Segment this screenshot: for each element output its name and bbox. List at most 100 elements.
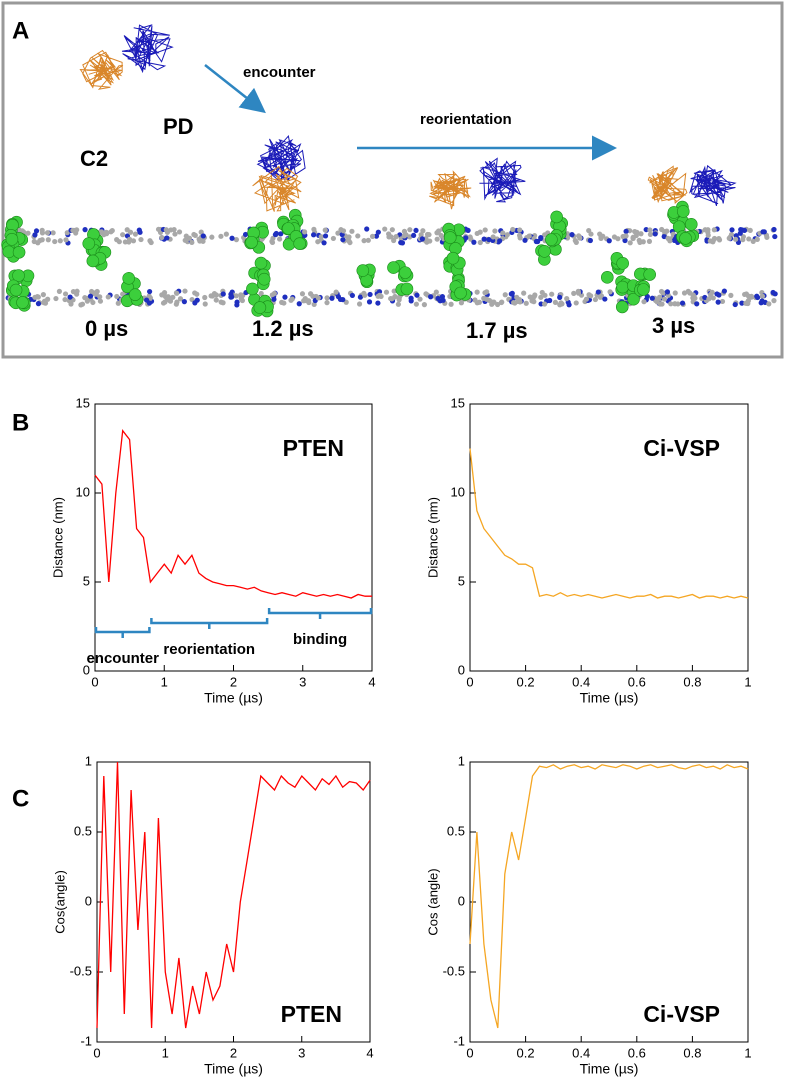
lipid-bead	[770, 289, 776, 296]
lipid-bead	[711, 227, 717, 233]
lipid-bead	[109, 228, 115, 234]
lipid-bead	[413, 301, 419, 307]
lipid-sphere	[387, 261, 400, 274]
lipid-bead	[761, 229, 767, 235]
lipid-bead	[238, 296, 244, 302]
lipid-bead	[399, 240, 406, 246]
lipid-bead	[417, 296, 423, 302]
lipid-bead	[19, 228, 25, 234]
lipid-bead	[652, 231, 658, 237]
lipid-bead	[174, 299, 180, 305]
lipid-bead	[502, 292, 508, 298]
lipid-bead	[615, 236, 621, 242]
lipid-bead	[421, 302, 428, 308]
x-tick-label: 2	[230, 1045, 237, 1060]
lipid-bead	[382, 226, 388, 232]
lipid-bead	[664, 228, 670, 234]
x-axis-label: Time (µs)	[580, 1061, 639, 1077]
lipid-bead	[600, 233, 606, 239]
panel-label: B	[12, 409, 29, 436]
lipid-bead	[271, 296, 277, 302]
y-tick-label: 5	[458, 573, 465, 588]
lipid-bead	[126, 236, 133, 242]
lipid-bead	[702, 294, 708, 301]
lipid-bead	[583, 296, 590, 302]
time-label: 1.2 µs	[252, 316, 314, 341]
lipid-bead	[277, 236, 283, 242]
lipid-sphere	[684, 218, 698, 231]
lipid-bead	[606, 238, 612, 244]
protein-ribbon	[689, 164, 737, 206]
lipid-bead	[171, 226, 177, 233]
lipid-bead	[318, 234, 324, 240]
protein-label: C2	[80, 146, 108, 171]
y-tick-label: 0	[85, 893, 92, 908]
lipid-bead	[209, 293, 216, 299]
lipid-sphere	[12, 245, 26, 259]
lipid-bead	[511, 299, 517, 306]
lipid-bead	[587, 237, 593, 244]
lipid-bead	[373, 233, 380, 239]
lipid-bead	[771, 298, 777, 304]
lipid-bead	[517, 227, 523, 233]
lipid-bead	[672, 290, 678, 296]
lipid-bead	[258, 290, 264, 297]
lipid-sphere	[600, 271, 614, 284]
lipid-bead	[647, 227, 653, 233]
lipid-bead	[745, 300, 751, 307]
lipid-bead	[772, 233, 778, 240]
lipid-bead	[435, 295, 441, 302]
lipid-bead	[571, 290, 577, 296]
lipid-bead	[607, 289, 613, 295]
lipid-bead	[481, 236, 487, 242]
lipid-bead	[147, 288, 153, 295]
annotation: reorientation	[163, 641, 255, 658]
lipid-sphere	[9, 283, 23, 297]
lipid-bead	[407, 227, 413, 233]
lipid-bead	[356, 301, 363, 307]
lipid-sphere	[5, 233, 19, 246]
lipid-bead	[649, 295, 655, 301]
lipid-bead	[486, 297, 493, 304]
lipid-sphere	[637, 283, 650, 296]
lipid-bead	[315, 239, 321, 245]
lipid-sphere	[12, 269, 25, 282]
lipid-bead	[378, 293, 384, 300]
lipid-bead	[679, 300, 686, 306]
lipid-bead	[355, 233, 361, 239]
lipid-bead	[771, 226, 777, 233]
lipid-bead	[144, 297, 150, 303]
lipid-bead	[45, 296, 51, 302]
lipid-bead	[242, 231, 249, 238]
lipid-bead	[690, 292, 696, 298]
data-line	[469, 764, 749, 1029]
lipid-bead	[349, 228, 355, 234]
lipid-bead	[299, 291, 306, 297]
lipid-bead	[586, 227, 592, 234]
lipid-bead	[482, 227, 488, 233]
lipid-bead	[198, 229, 204, 235]
lipid-bead	[564, 296, 570, 302]
lipid-bead	[572, 238, 578, 244]
x-tick-label: 4	[366, 1045, 373, 1060]
lipid-sphere	[538, 245, 551, 258]
lipid-bead	[330, 235, 337, 242]
lipid-bead	[311, 226, 317, 232]
x-tick-label: 1	[744, 1045, 751, 1060]
lipid-bead	[322, 233, 329, 239]
lipid-bead	[57, 238, 63, 244]
lipid-bead	[739, 300, 745, 306]
x-tick-label: 4	[368, 674, 375, 689]
lipid-bead	[742, 291, 748, 298]
lipid-bead	[159, 234, 165, 241]
lipid-bead	[667, 238, 673, 244]
lipid-bead	[164, 235, 170, 241]
lipid-bead	[82, 295, 88, 301]
lipid-bead	[32, 294, 38, 300]
lipid-bead	[661, 233, 667, 240]
lipid-bead	[726, 235, 732, 241]
lipid-bead	[434, 236, 440, 242]
y-tick-label: 0	[458, 662, 465, 677]
lipid-bead	[182, 288, 188, 294]
